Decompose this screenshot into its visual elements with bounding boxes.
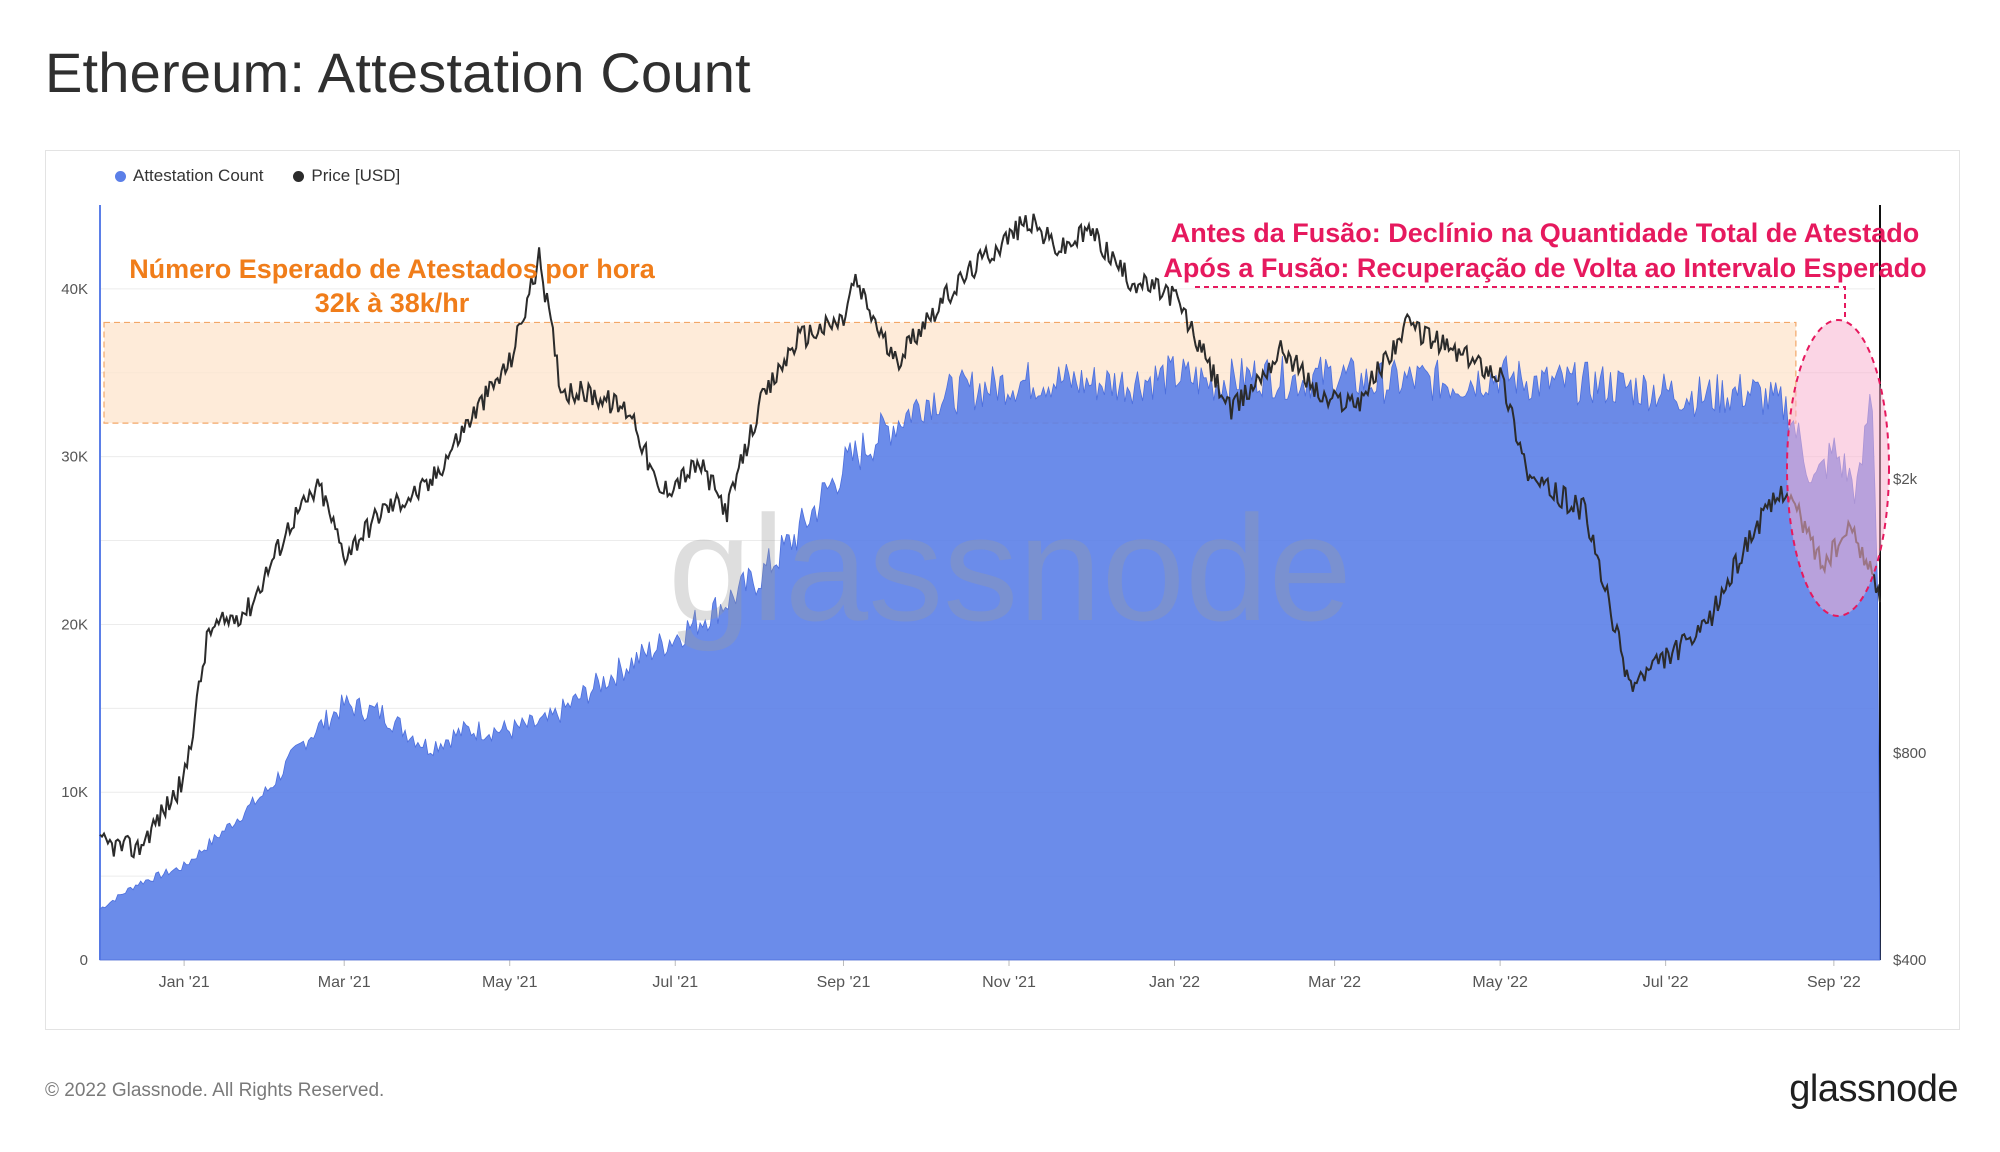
legend-dot-attestation <box>115 170 126 182</box>
legend: Attestation Count Price [USD] <box>115 166 400 186</box>
right-tick-label: $2k <box>1893 471 1918 488</box>
merge-highlight-ellipse <box>1786 319 1890 617</box>
x-tick-label: May '21 <box>482 974 538 991</box>
expected-range-label: Número Esperado de Atestados por hora <box>129 254 656 284</box>
right-tick-label: $400 <box>1893 952 1926 969</box>
left-tick-label: 40K <box>61 281 88 298</box>
left-tick-label: 0 <box>80 952 88 969</box>
footer-logo: glassnode <box>1789 1068 1958 1110</box>
merge-annotation-line1: Antes da Fusão: Declínio na Quantidade T… <box>1171 218 1920 248</box>
left-tick-label: 10K <box>61 784 88 801</box>
legend-item-attestation[interactable]: Attestation Count <box>115 166 263 186</box>
series-price-usd <box>99 213 1881 859</box>
footer-copyright: © 2022 Glassnode. All Rights Reserved. <box>45 1080 385 1101</box>
x-tick-label: Sep '22 <box>1807 974 1861 991</box>
merge-annotation-connector <box>1195 286 1846 320</box>
x-tick-label: Jan '21 <box>159 974 210 991</box>
x-tick-label: Mar '22 <box>1308 974 1361 991</box>
expected-range-value: 32k à 38k/hr <box>315 288 470 318</box>
series-attestation-count <box>99 354 1881 961</box>
x-tick-label: Nov '21 <box>982 974 1036 991</box>
left-tick-label: 20K <box>61 616 88 633</box>
x-tick-label: Jul '21 <box>652 974 698 991</box>
legend-item-price[interactable]: Price [USD] <box>293 166 400 186</box>
legend-dot-price <box>293 170 305 182</box>
legend-label-price: Price [USD] <box>311 166 401 185</box>
x-tick-label: Sep '21 <box>817 974 871 991</box>
x-tick-label: Jan '22 <box>1149 974 1200 991</box>
legend-label-attestation: Attestation Count <box>133 166 264 185</box>
right-tick-label: $800 <box>1893 745 1926 762</box>
x-tick-label: Jul '22 <box>1643 974 1689 991</box>
page-title: Ethereum: Attestation Count <box>45 41 751 104</box>
x-tick-label: May '22 <box>1472 974 1528 991</box>
watermark: glassnode <box>668 484 1352 652</box>
left-tick-label: 30K <box>61 449 88 466</box>
x-tick-label: Mar '21 <box>318 974 371 991</box>
merge-annotation-line2: Após a Fusão: Recuperação de Volta ao In… <box>1163 253 1926 283</box>
